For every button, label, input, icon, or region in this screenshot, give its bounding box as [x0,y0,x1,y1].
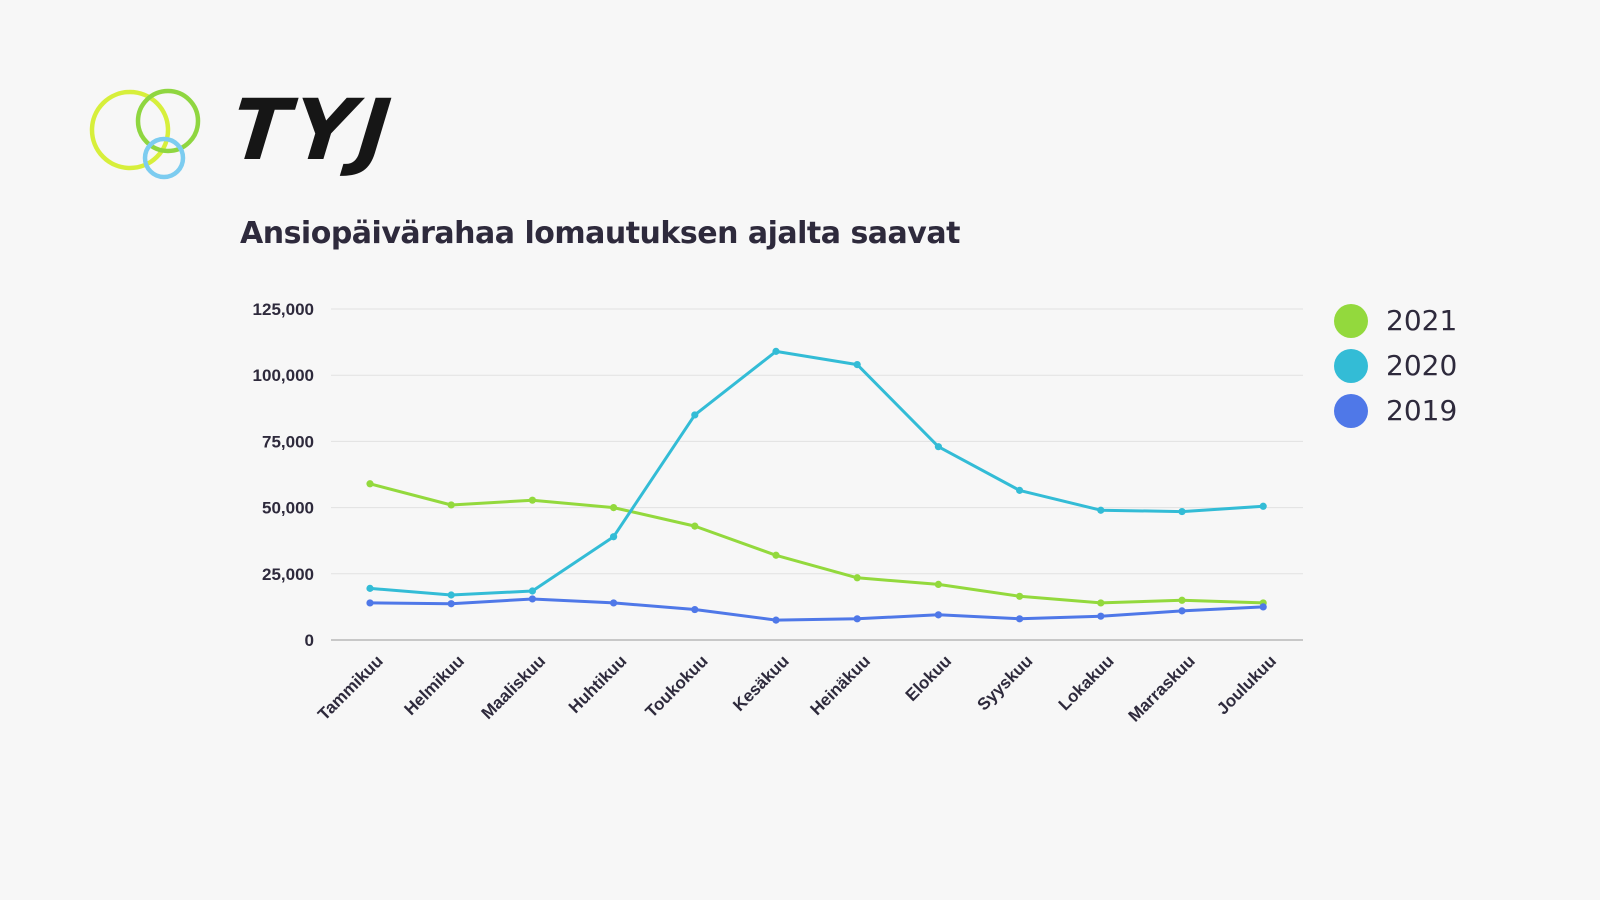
series-2021 [366,480,1267,607]
data-point [853,361,861,369]
data-point [934,611,943,619]
data-point [610,504,618,512]
data-point [1259,603,1267,611]
data-point [691,605,699,614]
x-tick-label: Kesäkuu [729,651,793,715]
x-tick-label: Joulukuu [1213,651,1280,718]
data-point [1016,486,1024,494]
y-tick-label: 0 [305,631,314,650]
legend-item: 2020 [1334,343,1457,388]
data-point [1178,596,1186,604]
x-tick-label: Marraskuu [1125,651,1199,725]
logo-ring-yellow [89,89,171,171]
x-tick-label: Syyskuu [974,651,1037,714]
data-point [447,591,455,599]
data-point [853,574,861,582]
data-point [1259,502,1267,510]
data-point [528,587,537,595]
data-point [1016,592,1024,600]
x-tick-label: Toukokuu [642,651,712,721]
data-point [1016,615,1024,623]
legend-swatch [1334,393,1368,428]
logo-ring-green [135,88,201,154]
data-point [366,599,374,607]
data-point [1178,507,1186,516]
chart-title: Ansiopäivärahaa lomautuksen ajalta saava… [240,216,960,251]
y-tick-label: 75,000 [262,432,314,451]
chart-legend: 2021 2020 2019 [1334,298,1457,433]
data-point [528,595,537,603]
y-tick-label: 50,000 [262,499,314,518]
y-tick-label: 100,000 [253,366,314,385]
legend-item: 2019 [1334,388,1457,433]
series-line [368,597,1265,622]
chart-series [366,347,1267,624]
tyj-logo-rings [89,88,201,180]
data-point [1097,612,1105,620]
logo-ring-blue [142,136,186,180]
data-point [366,480,374,488]
legend-swatch [1334,303,1368,338]
data-point [934,580,943,588]
data-point [691,522,699,530]
x-tick-label: Elokuu [902,651,956,705]
y-tick-label: 25,000 [262,565,314,584]
y-axis-tick-labels: 0 25,000 50,000 75,000 100,000 125,000 [253,300,314,650]
x-tick-label: Heinäkuu [806,651,874,719]
legend-swatch [1334,348,1368,383]
data-point [447,501,455,509]
series-line [368,349,1265,597]
x-tick-label: Tammikuu [314,651,387,724]
x-tick-label: Lokakuu [1055,651,1118,714]
data-point [366,584,374,592]
data-point [772,347,780,355]
data-point [853,615,861,623]
data-point [1178,607,1186,615]
legend-label: 2020 [1386,349,1458,382]
x-tick-label: Huhtikuu [565,651,631,717]
series-2019 [366,595,1267,624]
data-point [528,496,537,504]
data-point [610,533,618,541]
legend-label: 2019 [1386,394,1458,427]
x-axis-tick-labels: Tammikuu Helmikuu Maaliskuu Huhtikuu Toukoku… [314,651,1280,725]
series-line [368,482,1265,605]
data-point [1097,599,1105,607]
data-point [691,411,699,419]
data-point [447,600,455,608]
data-point [1097,506,1105,514]
data-point [772,616,780,624]
legend-item: 2021 [1334,298,1457,343]
x-tick-label: Helmikuu [400,651,468,719]
legend-label: 2021 [1386,304,1458,337]
data-point [934,443,943,451]
data-point [610,599,618,607]
series-2020 [366,347,1267,599]
y-tick-label: 125,000 [253,300,314,319]
x-tick-label: Maaliskuu [478,651,550,723]
data-point [772,551,780,559]
chart-gridlines [331,308,1303,641]
